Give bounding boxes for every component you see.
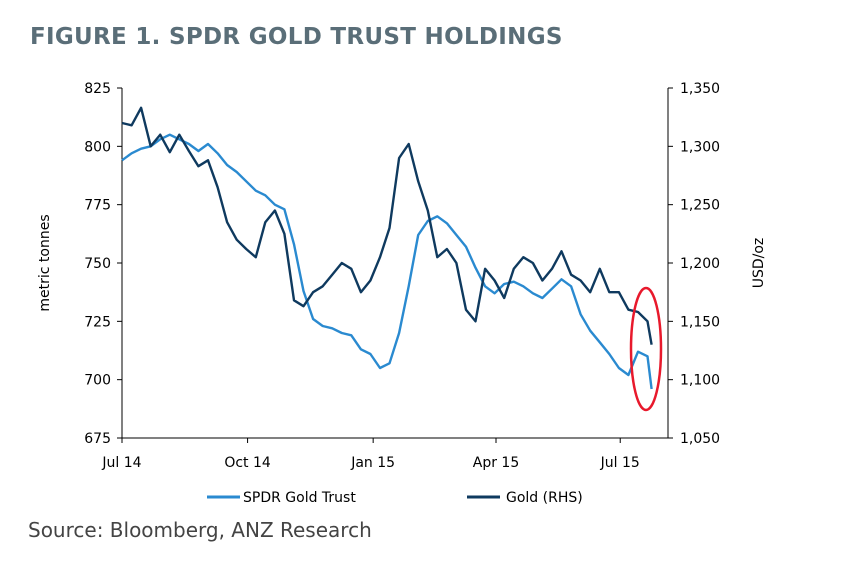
y2-tick-label: 1,150 xyxy=(680,314,720,330)
legend-label-gold: Gold (RHS) xyxy=(506,490,583,506)
y2-tick-label: 1,200 xyxy=(680,256,720,272)
y2-tick-label: 1,300 xyxy=(680,139,720,155)
series-group xyxy=(121,106,653,390)
y-tick-label: 725 xyxy=(84,314,111,330)
y2-tick-label: 1,250 xyxy=(680,198,720,214)
legend-label-spdr: SPDR Gold Trust xyxy=(243,490,356,506)
source-note: Source: Bloomberg, ANZ Research xyxy=(28,518,372,542)
y-tick-label: 700 xyxy=(84,373,111,389)
y2-tick-label: 1,050 xyxy=(680,431,720,447)
series-line-gold xyxy=(121,106,653,345)
x-tick-label: Oct 14 xyxy=(224,455,271,471)
x-tick-label: Apr 15 xyxy=(473,455,519,471)
y2-axis-label: USD/oz xyxy=(751,238,767,289)
x-tick-label: Jan 15 xyxy=(350,455,395,471)
annotation-group xyxy=(629,286,663,412)
y-axis-label: metric tonnes xyxy=(37,214,53,311)
y-tick-label: 825 xyxy=(84,81,111,97)
chart-title: FIGURE 1. SPDR GOLD TRUST HOLDINGS xyxy=(30,24,563,50)
highlight-circle xyxy=(629,286,663,412)
axes: 675 700 725 750 775 800 825 1,050 1,100 1,150 1,20… xyxy=(84,81,720,471)
y2-tick-label: 1,100 xyxy=(680,373,720,389)
series-line-spdr xyxy=(121,133,653,390)
y-tick-label: 675 xyxy=(84,431,111,447)
y-tick-label: 750 xyxy=(84,256,111,272)
x-tick-label: Jul 14 xyxy=(101,455,141,471)
y2-tick-label: 1,350 xyxy=(680,81,720,97)
y-tick-label: 800 xyxy=(84,139,111,155)
legend: SPDR Gold Trust Gold (RHS) xyxy=(207,490,583,506)
x-tick-label: Jul 15 xyxy=(600,455,640,471)
y-tick-label: 775 xyxy=(84,198,111,214)
